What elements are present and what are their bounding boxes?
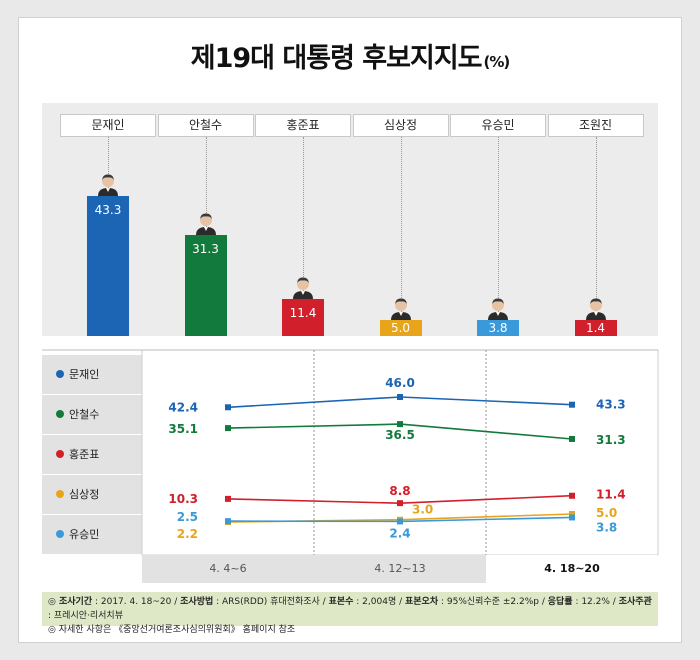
title-text: 제19대 대통령 후보지지도 bbox=[190, 43, 483, 74]
legend-label-ahn: 안철수 bbox=[69, 408, 100, 421]
bar-hong bbox=[282, 299, 324, 336]
bar-value-moon: 43.3 bbox=[94, 203, 122, 217]
legend-dot-moon bbox=[56, 370, 64, 378]
footnote-seg-3: : ARS(RDD) 휴대전화조사 / bbox=[213, 597, 329, 607]
footnote-seg-4: 표본수 bbox=[328, 597, 354, 607]
candidate-header-hong: 홍준표 bbox=[255, 114, 351, 137]
candidate-header-moon: 문재인 bbox=[60, 114, 156, 137]
legend-dot-hong bbox=[56, 450, 64, 458]
footnote-seg-0: ◎ 조사기간 bbox=[48, 597, 93, 607]
footnote-seg-11: : 프레시안·리서치뷰 bbox=[48, 611, 123, 621]
survey-footnote: ◎ 조사기간 : 2017. 4. 18~20 / 조사방법 : ARS(RDD… bbox=[42, 592, 658, 635]
x-tick-0: 4. 4~6 bbox=[209, 562, 247, 575]
title-unit: (%) bbox=[483, 53, 511, 71]
portrait-moon bbox=[96, 172, 120, 196]
bar-value-hong: 11.4 bbox=[289, 306, 317, 321]
column-guide-ahn bbox=[205, 137, 207, 233]
legend-item-moon: 문재인 bbox=[42, 355, 142, 395]
bar-value-cho: 1.4 bbox=[585, 321, 606, 335]
bar-sim bbox=[379, 319, 422, 336]
legend-dot-ahn bbox=[56, 410, 64, 418]
x-tick-2: 4. 18~20 bbox=[486, 555, 658, 583]
legend-dot-yoo bbox=[56, 530, 64, 538]
footnote-seg-5: : 2,004명 / bbox=[353, 597, 405, 607]
portrait-ahn bbox=[194, 211, 218, 235]
portrait-hong bbox=[291, 275, 315, 300]
footnote-seg-10: 조사주관 bbox=[618, 597, 652, 607]
bar-chart-area bbox=[42, 103, 658, 336]
bar-value-sim: 5.0 bbox=[390, 320, 411, 335]
legend-label-moon: 문재인 bbox=[69, 368, 100, 381]
footnote-seg-7: : 95%신뢰수준 ±2.2%p / bbox=[438, 597, 548, 607]
portrait-sim bbox=[389, 296, 413, 320]
legend-item-hong: 홍준표 bbox=[42, 435, 142, 475]
candidate-header-sim: 심상정 bbox=[352, 114, 449, 137]
page-title: 제19대 대통령 후보지지도 (%) bbox=[0, 36, 700, 75]
portrait-yoo bbox=[486, 296, 510, 320]
bar-moon bbox=[87, 196, 129, 336]
footnote-seg-9: : 12.2% / bbox=[572, 597, 619, 607]
column-guide-cho bbox=[595, 137, 597, 329]
legend-item-ahn: 안철수 bbox=[42, 395, 142, 435]
footnote-seg-2: 조사방법 bbox=[180, 597, 214, 607]
column-guide-moon bbox=[108, 137, 109, 194]
column-guide-yoo bbox=[498, 137, 499, 322]
legend-label-sim: 심상정 bbox=[69, 488, 100, 501]
bar-cho bbox=[574, 320, 617, 336]
footnote-line-2: ◎ 자세한 사항은 《중앙선거여론조사심의위원회》 홈페이지 참조 bbox=[48, 625, 296, 635]
footnote-seg-8: 응답률 bbox=[547, 597, 573, 607]
x-tick-1: 4. 12~13 bbox=[374, 562, 426, 575]
candidate-header-ahn: 안철수 bbox=[157, 114, 254, 137]
legend-label-hong: 홍준표 bbox=[69, 448, 100, 461]
column-guide-hong bbox=[303, 137, 304, 298]
legend-item-yoo: 유승민 bbox=[42, 515, 142, 555]
bar-ahn bbox=[184, 234, 227, 336]
candidate-header-yoo: 유승민 bbox=[450, 114, 546, 137]
legend-item-sim: 심상정 bbox=[42, 475, 142, 515]
footnote-line-1: ◎ 조사기간 : 2017. 4. 18~20 / 조사방법 : ARS(RDD… bbox=[48, 595, 652, 623]
portrait-cho bbox=[584, 296, 608, 320]
footnote-seg-1: : 2017. 4. 18~20 / bbox=[92, 597, 181, 607]
footnote-seg-6: 표본오차 bbox=[404, 597, 439, 607]
column-guide-sim bbox=[400, 137, 402, 318]
bar-yoo bbox=[477, 320, 519, 336]
bar-value-yoo: 3.8 bbox=[488, 321, 508, 335]
legend-dot-sim bbox=[56, 490, 64, 498]
bar-value-ahn: 31.3 bbox=[192, 241, 219, 256]
legend-label-yoo: 유승민 bbox=[69, 528, 100, 541]
candidate-header-cho: 조원진 bbox=[547, 114, 644, 137]
